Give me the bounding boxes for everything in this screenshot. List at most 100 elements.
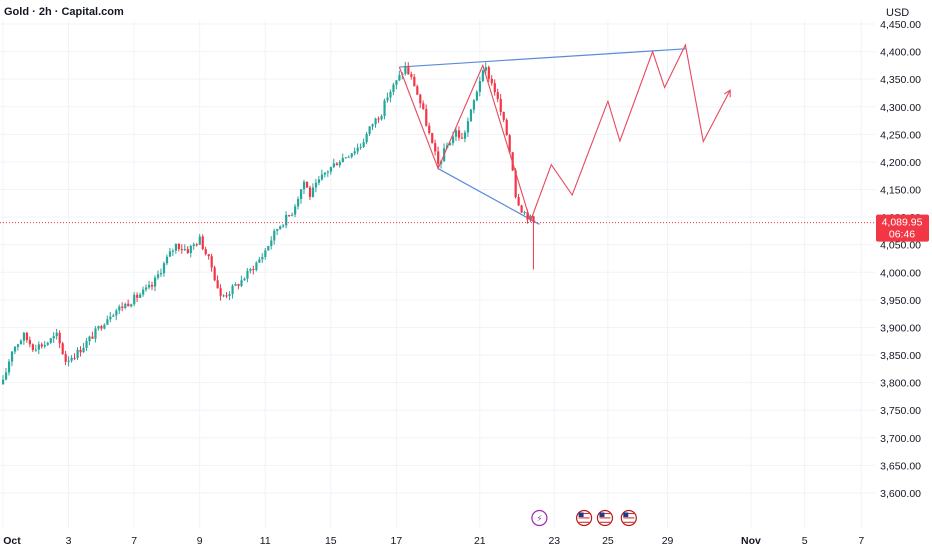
candle-body: [70, 357, 73, 361]
candle-body: [291, 214, 294, 216]
candle-body: [386, 97, 389, 101]
y-tick-label: 3,700.00: [880, 433, 921, 445]
us-flag-event-icon-2[interactable]: [596, 509, 614, 527]
candle-body: [183, 249, 186, 251]
candle-body: [338, 162, 341, 166]
event-markers[interactable]: ⚡: [531, 509, 637, 527]
y-tick-label: 3,600.00: [880, 488, 921, 500]
candle-body: [404, 65, 407, 74]
candle-body: [407, 65, 410, 75]
candle-body: [25, 332, 29, 341]
y-tick-label: 4,150.00: [880, 185, 921, 197]
candle-body: [419, 94, 422, 104]
x-tick-label: Oct: [3, 535, 21, 547]
projection-line: [398, 43, 731, 223]
candle-body: [389, 91, 392, 98]
candle-body: [46, 342, 49, 345]
projection-path: [398, 43, 731, 223]
candle-body: [431, 133, 434, 144]
price-tag-countdown: 06:46: [889, 229, 915, 241]
candle-body: [377, 118, 380, 120]
x-tick-label: 23: [548, 535, 560, 547]
candle-body: [112, 315, 115, 317]
candle-body: [398, 75, 401, 81]
candle-body: [484, 67, 487, 71]
candle-body: [517, 197, 520, 206]
candle-body: [392, 84, 395, 92]
y-tick-label: 3,750.00: [880, 405, 921, 417]
candle-body: [55, 332, 58, 337]
candle-body: [526, 212, 529, 220]
candle-body: [353, 151, 356, 154]
candle-body: [195, 244, 198, 246]
candle-body: [356, 147, 359, 152]
us-flag-event-icon-3[interactable]: [620, 509, 637, 527]
y-tick-label: 3,850.00: [880, 350, 921, 362]
candle-body: [43, 344, 46, 347]
candle-body: [457, 130, 461, 138]
candle-body: [302, 181, 306, 190]
candle-body: [219, 288, 222, 296]
flag-canton: [623, 512, 629, 517]
x-tick-label: 11: [260, 535, 271, 547]
candle-body: [237, 284, 240, 286]
candle-body: [425, 108, 428, 126]
candle-body: [130, 304, 133, 307]
candlestick-series: [2, 61, 535, 385]
chart-grid: [0, 20, 875, 528]
candle-body: [153, 277, 157, 287]
candle-body: [413, 76, 416, 87]
trendlines: [399, 48, 686, 225]
candle-body: [294, 206, 297, 215]
symbol-title[interactable]: Gold · 2h · Capital.com: [4, 6, 124, 18]
candle-body: [276, 228, 279, 231]
x-tick-label: 29: [662, 535, 674, 547]
y-tick-label: 3,800.00: [880, 378, 921, 390]
x-tick-label: 7: [131, 535, 137, 547]
candle-body: [347, 156, 350, 158]
x-tick-label: 15: [325, 535, 337, 547]
candle-body: [311, 187, 315, 197]
candle-body: [76, 349, 79, 358]
candle-body: [124, 303, 127, 308]
candle-body: [395, 80, 398, 85]
candle-body: [34, 349, 37, 351]
candle-body: [422, 103, 425, 109]
lightning-event-icon[interactable]: ⚡: [531, 509, 548, 527]
candle-body: [460, 137, 464, 139]
y-tick-label: 3,950.00: [880, 295, 921, 307]
candle-body: [168, 251, 172, 257]
time-axis[interactable]: Oct 3 7 9 11 15 17 21 23 25 29 Nov 5 7: [3, 535, 864, 547]
candle-body: [162, 263, 166, 274]
y-tick-label: 4,250.00: [880, 129, 921, 141]
price-axis[interactable]: 3,600.00 3,650.00 3,700.00 3,750.00 3,800.00…: [880, 19, 921, 500]
candle-body: [2, 379, 5, 385]
candle-body: [463, 132, 467, 139]
x-tick-label: 9: [197, 535, 203, 547]
candle-body: [523, 212, 526, 214]
trendline-upper: [399, 48, 686, 68]
candle-body: [273, 230, 276, 241]
candle-body: [496, 92, 499, 100]
price-tag-box: [876, 214, 929, 242]
lightning-circle: [531, 509, 548, 527]
candle-body: [204, 249, 207, 255]
price-tag-price: 4,089.95: [882, 217, 923, 229]
x-tick-label: 21: [474, 535, 486, 547]
candle-body: [174, 243, 178, 251]
candle-body: [10, 351, 14, 362]
us-flag-event-icon-1[interactable]: [575, 509, 593, 527]
candle-body: [466, 121, 470, 133]
currency-label[interactable]: USD: [886, 7, 910, 19]
candle-body: [529, 216, 532, 220]
candle-body: [514, 170, 517, 198]
candle-body: [213, 267, 216, 281]
candle-body: [487, 67, 490, 79]
candle-body: [31, 344, 34, 350]
y-tick-label: 4,050.00: [880, 240, 921, 252]
candle-body: [151, 284, 154, 287]
candle-body: [7, 361, 11, 373]
candle-body: [207, 254, 210, 257]
candle-body: [252, 269, 255, 271]
